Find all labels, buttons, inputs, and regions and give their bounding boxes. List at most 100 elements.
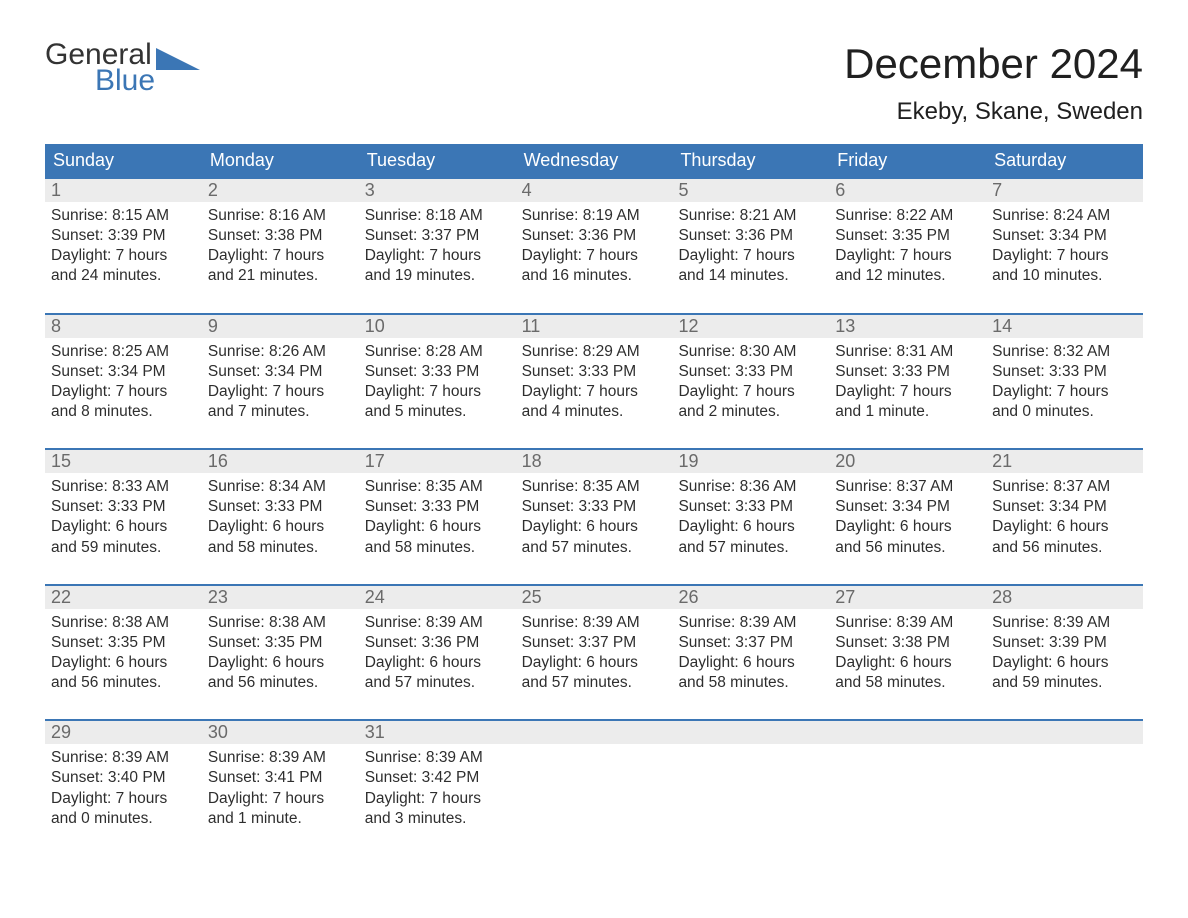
day-cell: .: [829, 721, 986, 835]
daylight-line1: Daylight: 7 hours: [992, 246, 1137, 266]
sunset-text: Sunset: 3:37 PM: [678, 633, 823, 653]
day-number: 7: [986, 179, 1143, 202]
day-cell: 18Sunrise: 8:35 AMSunset: 3:33 PMDayligh…: [516, 450, 673, 564]
sunset-text: Sunset: 3:33 PM: [522, 497, 667, 517]
day-number: 8: [45, 315, 202, 338]
daylight-line2: and 58 minutes.: [835, 673, 980, 693]
day-cell: 14Sunrise: 8:32 AMSunset: 3:33 PMDayligh…: [986, 315, 1143, 429]
sunset-text: Sunset: 3:40 PM: [51, 768, 196, 788]
day-cell: 7Sunrise: 8:24 AMSunset: 3:34 PMDaylight…: [986, 179, 1143, 293]
daylight-line1: Daylight: 6 hours: [678, 517, 823, 537]
daylight-line2: and 57 minutes.: [522, 538, 667, 558]
sunrise-text: Sunrise: 8:37 AM: [992, 477, 1137, 497]
sunrise-text: Sunrise: 8:31 AM: [835, 342, 980, 362]
day-body: Sunrise: 8:28 AMSunset: 3:33 PMDaylight:…: [359, 338, 516, 429]
day-body: Sunrise: 8:39 AMSunset: 3:37 PMDaylight:…: [516, 609, 673, 700]
day-cell: 13Sunrise: 8:31 AMSunset: 3:33 PMDayligh…: [829, 315, 986, 429]
daylight-line2: and 10 minutes.: [992, 266, 1137, 286]
daylight-line2: and 58 minutes.: [208, 538, 353, 558]
daylight-line1: Daylight: 6 hours: [522, 517, 667, 537]
day-number: .: [829, 721, 986, 744]
daylight-line1: Daylight: 7 hours: [365, 789, 510, 809]
sunset-text: Sunset: 3:34 PM: [992, 497, 1137, 517]
weekday-header: Friday: [829, 144, 986, 177]
sunrise-text: Sunrise: 8:15 AM: [51, 206, 196, 226]
day-cell: 10Sunrise: 8:28 AMSunset: 3:33 PMDayligh…: [359, 315, 516, 429]
week-row: 8Sunrise: 8:25 AMSunset: 3:34 PMDaylight…: [45, 313, 1143, 429]
daylight-line2: and 5 minutes.: [365, 402, 510, 422]
day-body: Sunrise: 8:16 AMSunset: 3:38 PMDaylight:…: [202, 202, 359, 293]
sunrise-text: Sunrise: 8:39 AM: [522, 613, 667, 633]
sunset-text: Sunset: 3:36 PM: [522, 226, 667, 246]
day-body: Sunrise: 8:22 AMSunset: 3:35 PMDaylight:…: [829, 202, 986, 293]
daylight-line2: and 59 minutes.: [51, 538, 196, 558]
sunset-text: Sunset: 3:34 PM: [51, 362, 196, 382]
day-body: Sunrise: 8:31 AMSunset: 3:33 PMDaylight:…: [829, 338, 986, 429]
daylight-line2: and 57 minutes.: [522, 673, 667, 693]
sunset-text: Sunset: 3:42 PM: [365, 768, 510, 788]
sunset-text: Sunset: 3:36 PM: [365, 633, 510, 653]
daylight-line1: Daylight: 7 hours: [208, 246, 353, 266]
day-number: .: [516, 721, 673, 744]
day-body: Sunrise: 8:15 AMSunset: 3:39 PMDaylight:…: [45, 202, 202, 293]
location-label: Ekeby, Skane, Sweden: [844, 98, 1143, 126]
day-body: Sunrise: 8:39 AMSunset: 3:40 PMDaylight:…: [45, 744, 202, 835]
daylight-line1: Daylight: 7 hours: [522, 246, 667, 266]
logo-word2: Blue: [95, 66, 200, 96]
day-body: Sunrise: 8:25 AMSunset: 3:34 PMDaylight:…: [45, 338, 202, 429]
day-number: .: [672, 721, 829, 744]
day-cell: .: [986, 721, 1143, 835]
daylight-line1: Daylight: 6 hours: [208, 517, 353, 537]
day-cell: 28Sunrise: 8:39 AMSunset: 3:39 PMDayligh…: [986, 586, 1143, 700]
daylight-line1: Daylight: 7 hours: [365, 382, 510, 402]
sunset-text: Sunset: 3:34 PM: [208, 362, 353, 382]
day-number: 1: [45, 179, 202, 202]
day-cell: 3Sunrise: 8:18 AMSunset: 3:37 PMDaylight…: [359, 179, 516, 293]
day-body: Sunrise: 8:38 AMSunset: 3:35 PMDaylight:…: [45, 609, 202, 700]
daylight-line1: Daylight: 7 hours: [522, 382, 667, 402]
day-number: 12: [672, 315, 829, 338]
daylight-line2: and 19 minutes.: [365, 266, 510, 286]
day-number: 13: [829, 315, 986, 338]
sunset-text: Sunset: 3:33 PM: [208, 497, 353, 517]
weekday-header: Saturday: [986, 144, 1143, 177]
daylight-line1: Daylight: 7 hours: [835, 246, 980, 266]
sunrise-text: Sunrise: 8:35 AM: [365, 477, 510, 497]
daylight-line2: and 1 minute.: [835, 402, 980, 422]
day-number: 20: [829, 450, 986, 473]
sunrise-text: Sunrise: 8:16 AM: [208, 206, 353, 226]
day-cell: 5Sunrise: 8:21 AMSunset: 3:36 PMDaylight…: [672, 179, 829, 293]
day-body: Sunrise: 8:39 AMSunset: 3:42 PMDaylight:…: [359, 744, 516, 835]
day-body: Sunrise: 8:39 AMSunset: 3:37 PMDaylight:…: [672, 609, 829, 700]
day-number: 10: [359, 315, 516, 338]
day-cell: 9Sunrise: 8:26 AMSunset: 3:34 PMDaylight…: [202, 315, 359, 429]
day-cell: 23Sunrise: 8:38 AMSunset: 3:35 PMDayligh…: [202, 586, 359, 700]
day-number: 23: [202, 586, 359, 609]
daylight-line1: Daylight: 6 hours: [365, 517, 510, 537]
daylight-line1: Daylight: 7 hours: [835, 382, 980, 402]
day-body: Sunrise: 8:21 AMSunset: 3:36 PMDaylight:…: [672, 202, 829, 293]
sunset-text: Sunset: 3:33 PM: [992, 362, 1137, 382]
page-title: December 2024: [844, 40, 1143, 88]
sunset-text: Sunset: 3:38 PM: [835, 633, 980, 653]
sunset-text: Sunset: 3:33 PM: [835, 362, 980, 382]
week-row: 22Sunrise: 8:38 AMSunset: 3:35 PMDayligh…: [45, 584, 1143, 700]
day-number: 18: [516, 450, 673, 473]
day-body: Sunrise: 8:34 AMSunset: 3:33 PMDaylight:…: [202, 473, 359, 564]
day-cell: .: [672, 721, 829, 835]
calendar: SundayMondayTuesdayWednesdayThursdayFrid…: [45, 144, 1143, 835]
daylight-line2: and 21 minutes.: [208, 266, 353, 286]
sunrise-text: Sunrise: 8:38 AM: [51, 613, 196, 633]
daylight-line2: and 56 minutes.: [208, 673, 353, 693]
day-cell: 2Sunrise: 8:16 AMSunset: 3:38 PMDaylight…: [202, 179, 359, 293]
day-body: Sunrise: 8:26 AMSunset: 3:34 PMDaylight:…: [202, 338, 359, 429]
day-body: Sunrise: 8:36 AMSunset: 3:33 PMDaylight:…: [672, 473, 829, 564]
day-cell: 24Sunrise: 8:39 AMSunset: 3:36 PMDayligh…: [359, 586, 516, 700]
daylight-line1: Daylight: 7 hours: [992, 382, 1137, 402]
sunrise-text: Sunrise: 8:18 AM: [365, 206, 510, 226]
day-cell: 8Sunrise: 8:25 AMSunset: 3:34 PMDaylight…: [45, 315, 202, 429]
day-cell: 26Sunrise: 8:39 AMSunset: 3:37 PMDayligh…: [672, 586, 829, 700]
day-body: Sunrise: 8:24 AMSunset: 3:34 PMDaylight:…: [986, 202, 1143, 293]
day-number: 9: [202, 315, 359, 338]
day-number: .: [986, 721, 1143, 744]
